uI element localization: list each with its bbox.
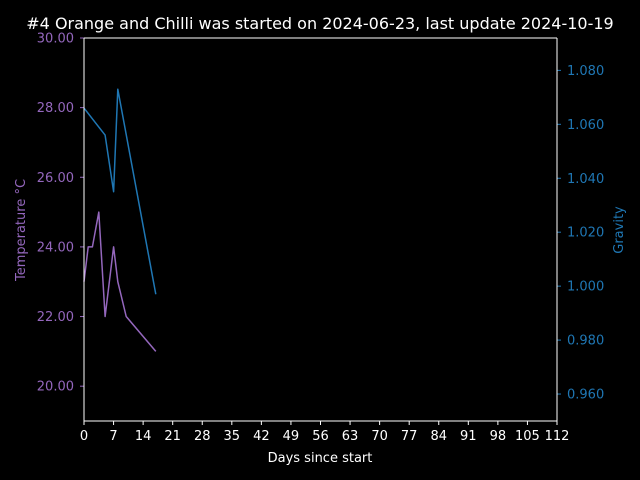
right-y-tick-label: 1.000 xyxy=(567,280,604,295)
right-y-tick-label: 1.020 xyxy=(567,226,604,241)
right-y-tick-label: 0.960 xyxy=(567,388,604,403)
right-y-tick-label: 1.080 xyxy=(567,64,604,79)
left-y-tick-label: 20.00 xyxy=(37,380,74,395)
x-tick-label: 42 xyxy=(253,429,270,444)
left-y-tick-label: 28.00 xyxy=(37,101,74,116)
gravity-line xyxy=(83,88,157,295)
left-y-axis-label: Temperature °C xyxy=(14,179,29,282)
plot-area: 0 7 14 21 28 35 42 49 56 63 70 77 84 91 98 105 112 20.00 2… xyxy=(37,32,604,445)
x-axis-label: Days since start xyxy=(268,451,373,466)
x-tick-label: 105 xyxy=(515,429,540,444)
x-tick-label: 21 xyxy=(164,429,181,444)
x-tick-label: 0 xyxy=(80,429,88,444)
chart-title: #4 Orange and Chilli was started on 2024… xyxy=(26,14,613,33)
x-tick-label: 49 xyxy=(283,429,300,444)
x-tick-label: 28 xyxy=(194,429,211,444)
x-tick-label: 14 xyxy=(135,429,152,444)
temperature-line xyxy=(83,211,157,352)
left-y-tick-label: 30.00 xyxy=(37,32,74,47)
x-tick-label: 63 xyxy=(342,429,359,444)
right-y-tick-label: 1.060 xyxy=(567,118,604,133)
left-y-tick-label: 22.00 xyxy=(37,310,74,325)
x-tick-label: 84 xyxy=(430,429,447,444)
x-tick-label: 70 xyxy=(371,429,388,444)
x-tick-label: 91 xyxy=(460,429,477,444)
right-y-tick-label: 1.040 xyxy=(567,172,604,187)
right-y-axis-label: Gravity xyxy=(612,206,627,254)
x-tick-label: 7 xyxy=(109,429,117,444)
right-y-tick-label: 0.980 xyxy=(567,334,604,349)
left-y-tick-label: 24.00 xyxy=(37,240,74,255)
left-y-tick-label: 26.00 xyxy=(37,171,74,186)
x-tick-label: 98 xyxy=(490,429,507,444)
x-tick-label: 35 xyxy=(224,429,241,444)
x-tick-label: 77 xyxy=(401,429,418,444)
x-tick-label: 112 xyxy=(545,429,570,444)
x-tick-label: 56 xyxy=(312,429,329,444)
